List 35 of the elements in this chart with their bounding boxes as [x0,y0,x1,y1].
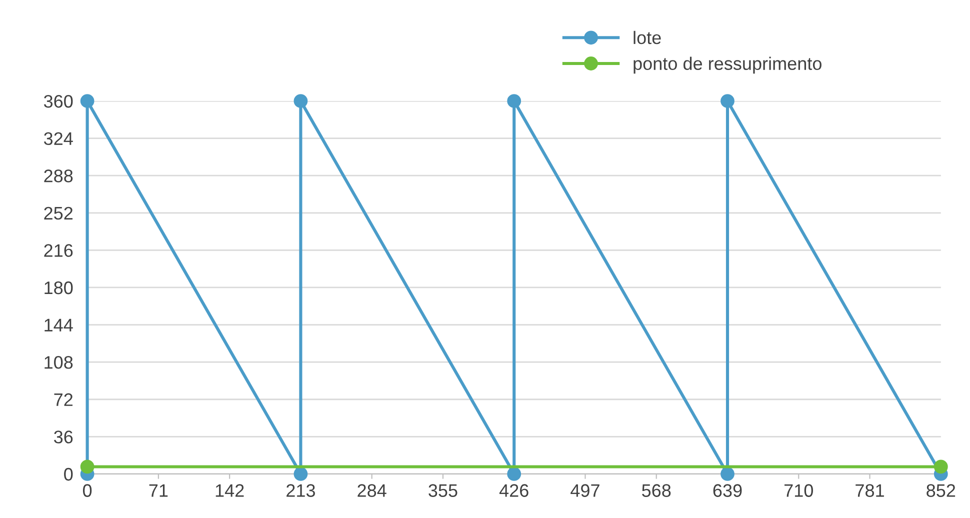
point [80,460,94,474]
y-tick-label: 216 [44,244,73,257]
point [507,94,522,108]
x-tick-label: 852 [926,484,956,497]
x-tick-label: 71 [149,484,168,497]
y-tick-label: 324 [44,132,73,146]
x-tick-label: 568 [642,484,671,497]
point [720,467,734,481]
x-tick-label: 710 [784,484,813,497]
x-tick-label: 639 [713,484,742,497]
point [507,467,522,481]
x-tick-label: 213 [286,484,315,497]
y-tick-label: 36 [54,430,73,444]
legend-label: lote [634,30,661,44]
x-tick-label: 781 [856,484,884,497]
legend-label: ponto de ressuprimento [634,56,822,74]
y-tick-label: 0 [64,468,73,481]
x-tick-label: 284 [358,484,386,497]
y-tick-label: 180 [44,281,73,294]
y-tick-label: 288 [44,170,73,182]
x-tick-label: 142 [216,484,244,497]
y-tick-label: 72 [54,393,73,406]
x-tick-label: 0 [82,484,92,497]
point [720,94,734,108]
point [294,467,308,481]
point [934,460,948,474]
y-tick-label: 144 [44,318,73,332]
y-tick-label: 108 [44,356,73,369]
y-tick-label: 360 [44,94,73,108]
y-tick-label: 252 [44,206,73,220]
x-tick-label: 426 [499,484,528,497]
x-tick-label: 497 [570,484,600,497]
x-tick-label: 355 [428,484,458,497]
point [294,94,308,108]
point [80,94,94,108]
